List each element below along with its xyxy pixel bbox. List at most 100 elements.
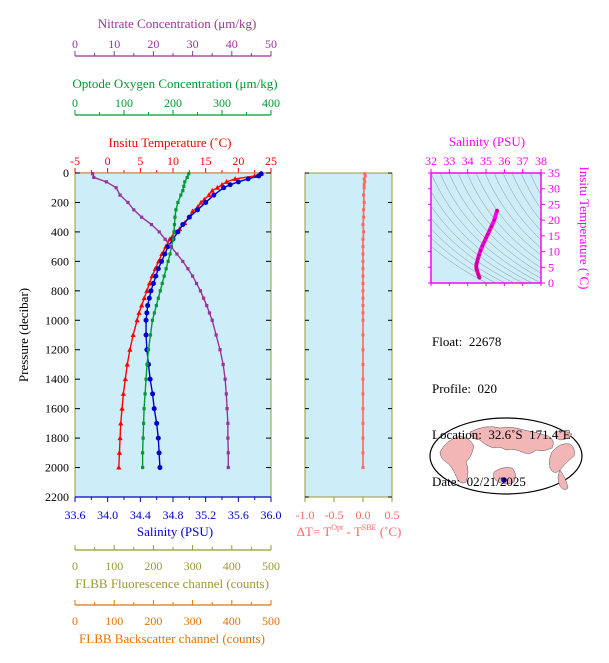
- temperature-point: [118, 420, 124, 426]
- delta-t-panel: -1.0 -0.5 0.0 0.5 ΔT= TOpt - TSBE (˚C): [296, 172, 402, 539]
- nitrate-point: [114, 186, 118, 190]
- temperature-point: [146, 280, 153, 286]
- nitrate-point: [169, 245, 173, 249]
- delta-t-axis-label: ΔT= TOpt - TSBE (˚C): [297, 523, 402, 539]
- delta-t-tick-label: -1.0: [296, 508, 315, 522]
- density-contour: [431, 245, 488, 283]
- salinity-axis: Salinity (PSU) 33.6 34.0 34.4 34.8 35.2 35.6 3…: [65, 496, 282, 539]
- nitrate-point: [104, 180, 108, 184]
- nitrate-tick-label: 50: [265, 37, 277, 51]
- fluorescence-tick-label: 300: [184, 559, 202, 573]
- nitrate-point: [207, 311, 212, 315]
- density-contour: [466, 173, 541, 262]
- delta-t-point: [361, 311, 365, 315]
- salinity-point: [151, 406, 157, 412]
- temperature-tick-label: 25: [265, 154, 277, 168]
- temperature-point: [190, 208, 196, 214]
- delta-t-point: [361, 304, 365, 308]
- nitrate-point: [157, 230, 161, 234]
- nitrate-tick-label: 0: [72, 37, 78, 51]
- density-contour: [431, 205, 524, 283]
- temperature-axis-label: Insitu Temperature (˚C): [108, 135, 231, 150]
- nitrate-point: [126, 200, 130, 205]
- density-contour: [431, 228, 506, 283]
- oxygen-point: [168, 252, 172, 256]
- delta-t-point: [361, 252, 365, 256]
- temperature-tick-label: -5: [70, 154, 80, 168]
- oxygen-point: [150, 318, 155, 322]
- nitrate-point: [210, 318, 214, 322]
- fluorescence-tick-label: 400: [223, 559, 241, 573]
- delta-t-point: [363, 174, 367, 178]
- delta-t-point: [361, 289, 365, 293]
- salinity-point: [203, 199, 209, 205]
- ts-point: [475, 260, 479, 264]
- ts-salinity-label: Salinity (PSU): [449, 134, 525, 149]
- ts-x-tick-label: 34: [462, 154, 474, 168]
- pressure-tick-label: 1400: [45, 372, 69, 386]
- temperature-point: [141, 295, 147, 301]
- ts-point: [474, 265, 478, 269]
- salinity-point: [143, 317, 149, 323]
- density-contour: [484, 173, 541, 249]
- delta-t-point: [362, 183, 366, 187]
- ts-y-tick-label: 20: [548, 213, 560, 227]
- salinity-tick-label: 35.2: [195, 508, 216, 522]
- temperature-point: [232, 176, 238, 181]
- oxygen-point: [144, 377, 148, 381]
- temperature-point: [119, 405, 125, 411]
- ts-x-tick-label: 38: [535, 154, 547, 168]
- backscatter-tick-label: 100: [105, 614, 123, 628]
- backscatter-axis-label: FLBB Backscatter channel (counts): [79, 631, 265, 646]
- nitrate-point: [149, 222, 154, 227]
- ts-point: [484, 236, 488, 240]
- oxygen-point: [152, 311, 156, 315]
- float-line: Float: 22678: [432, 334, 502, 349]
- salinity-point: [227, 182, 233, 188]
- salinity-tick-label: 33.6: [65, 508, 86, 522]
- oxygen-tick-label: 300: [213, 96, 231, 110]
- pressure-tick-label: 600: [51, 254, 69, 268]
- oxygen-point: [182, 184, 186, 188]
- nitrate-point: [205, 303, 209, 308]
- oxygen-point: [158, 289, 162, 293]
- ts-temperature-label: Insitu Temperature (˚C): [577, 166, 592, 289]
- oxygen-tick-label: 400: [262, 96, 280, 110]
- delta-t-point: [361, 245, 365, 249]
- temperature-point: [122, 376, 128, 382]
- delta-t-point: [361, 466, 365, 470]
- ts-y-tick-label: 5: [548, 260, 554, 274]
- salinity-point: [221, 185, 227, 191]
- temperature-point: [198, 199, 204, 205]
- delta-t-point: [363, 180, 367, 184]
- oxygen-point: [176, 200, 180, 205]
- salinity-axis-label: Salinity (PSU): [137, 524, 213, 539]
- oxygen-point: [146, 348, 151, 352]
- ts-diagram: Salinity (PSU) 32 33 34 35 36 37 3805101520253…: [425, 134, 592, 290]
- oxygen-point: [141, 436, 145, 440]
- delta-t-point: [361, 407, 365, 411]
- salinity-point: [157, 465, 163, 471]
- salinity-point: [245, 176, 251, 182]
- delta-t-point: [362, 193, 366, 197]
- pressure-tick-label: 200: [51, 195, 69, 209]
- delta-t-point: [361, 237, 365, 241]
- delta-t-point: [361, 377, 365, 381]
- oxygen-point: [142, 407, 146, 411]
- nitrate-point: [140, 215, 144, 219]
- salinity-point: [235, 179, 241, 185]
- oxygen-point: [154, 303, 158, 308]
- nitrate-point: [181, 259, 185, 263]
- temperature-tick-label: 10: [167, 154, 179, 168]
- density-contour: [431, 217, 515, 283]
- delta-t-point: [361, 296, 365, 300]
- salinity-point: [195, 207, 200, 213]
- nitrate-tick-label: 40: [226, 37, 238, 51]
- salinity-point: [148, 288, 154, 294]
- delta-t-point: [362, 230, 366, 234]
- oxygen-point: [181, 189, 185, 193]
- backscatter-tick-label: 500: [262, 614, 280, 628]
- oxygen-point: [183, 180, 187, 184]
- delta-t-panel-background: [304, 172, 393, 498]
